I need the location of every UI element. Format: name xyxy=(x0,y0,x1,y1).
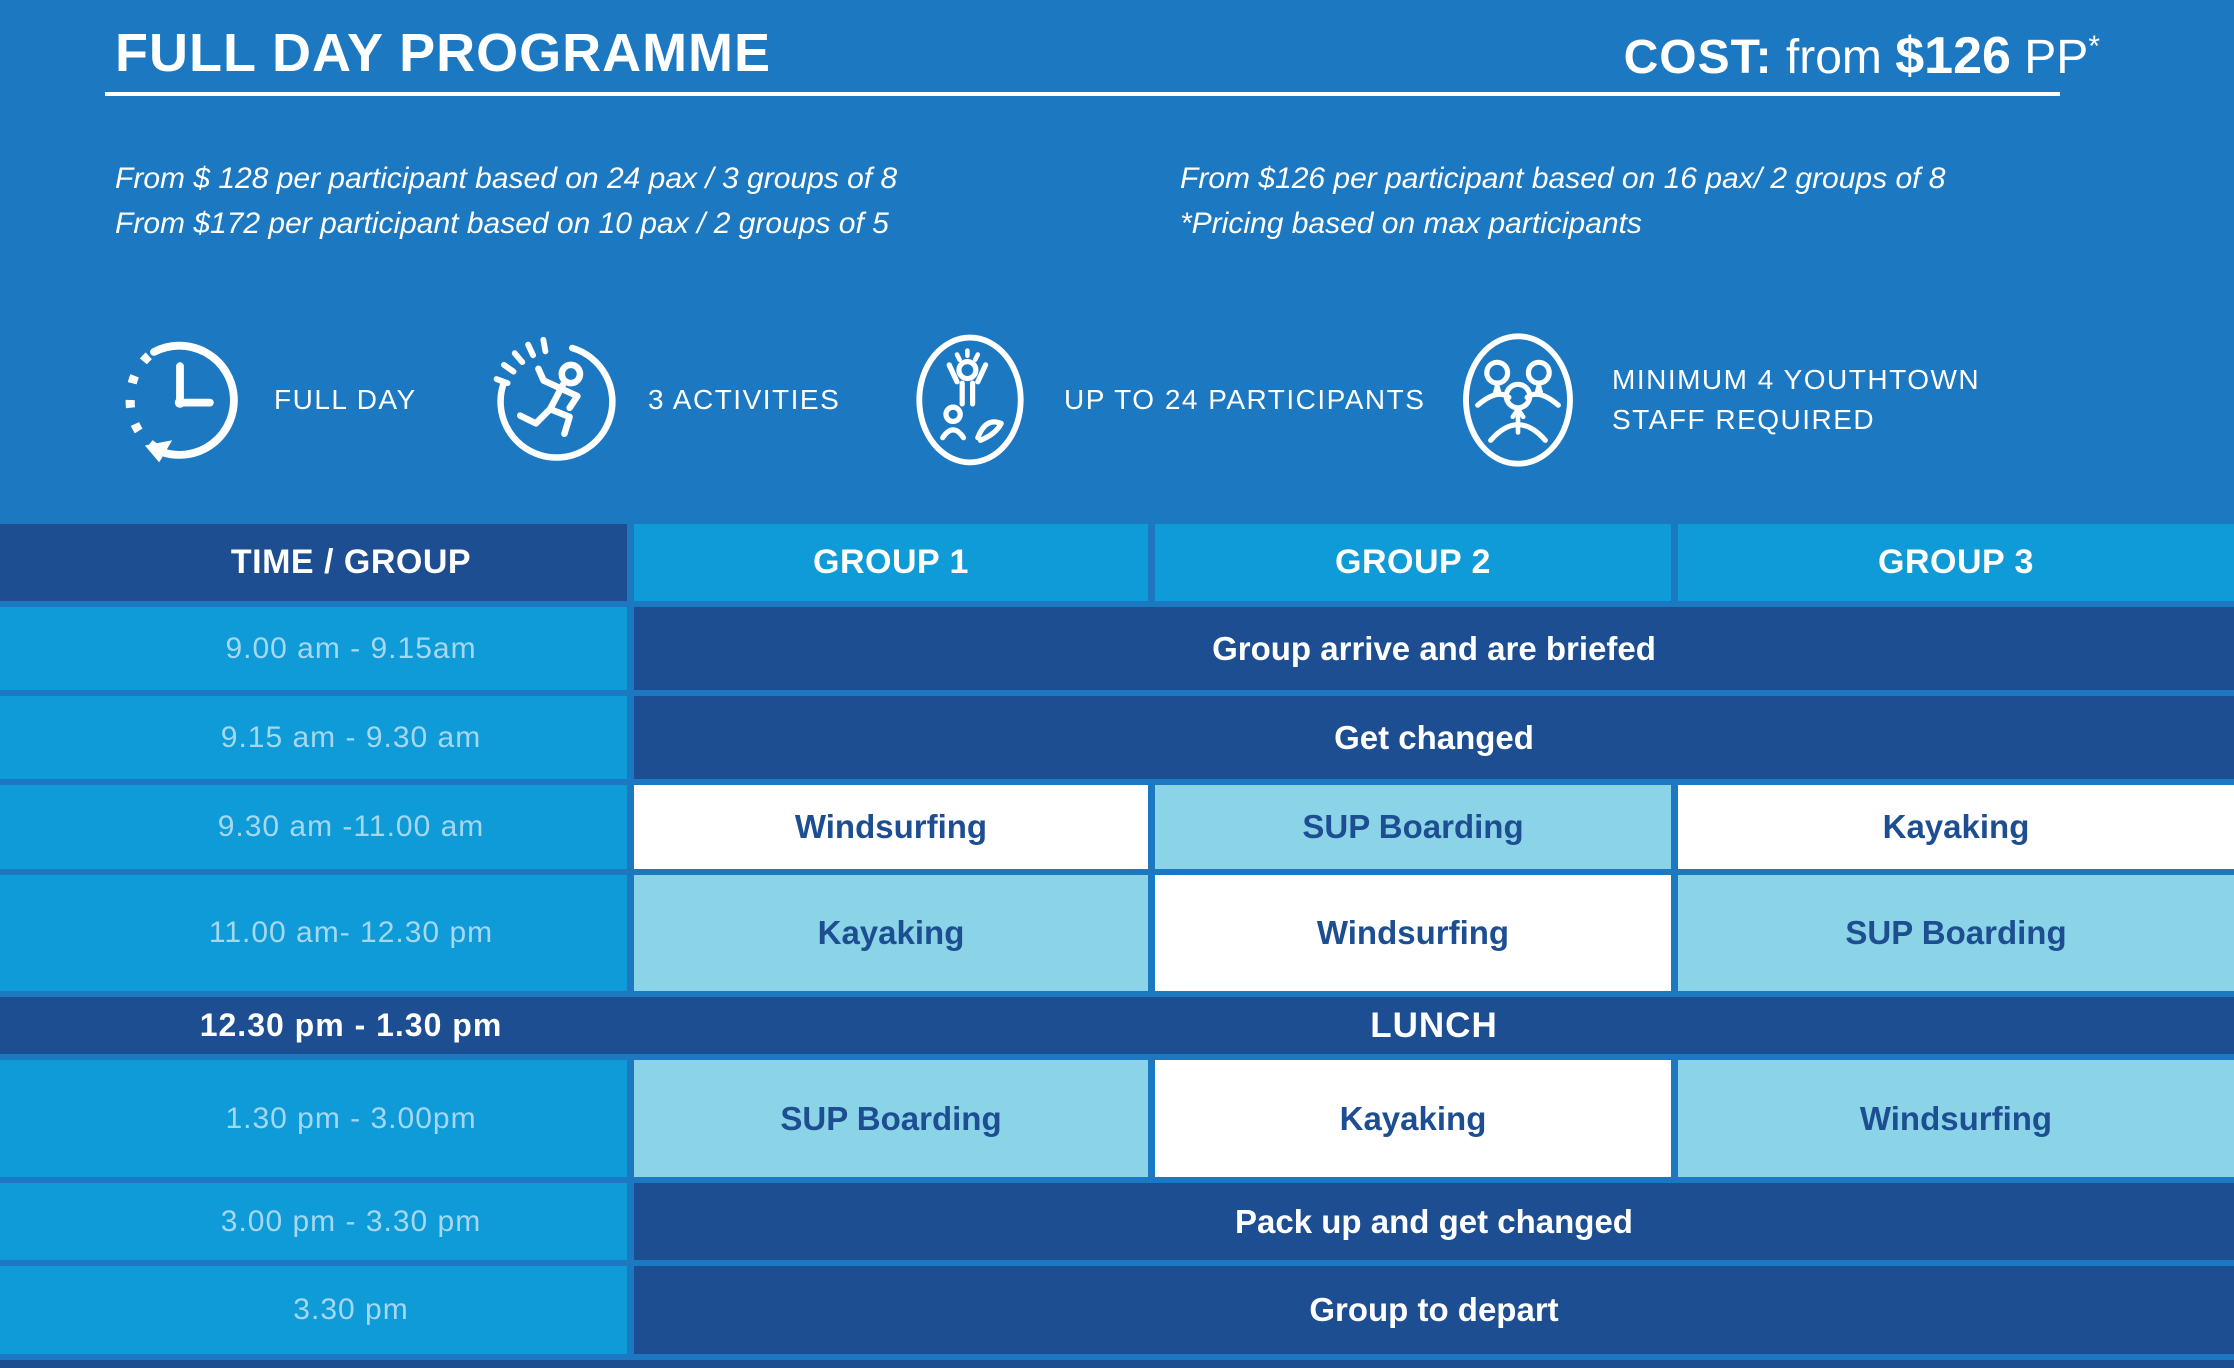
column-header-group-2: GROUP 2 xyxy=(1155,524,1671,601)
feature-participants: UP TO 24 PARTICIPANTS xyxy=(905,325,1425,475)
schedule-span-cell: Group arrive and are briefed xyxy=(634,607,2234,690)
cost-label: COST: xyxy=(1623,31,1773,84)
time-cell: 1.30 pm - 3.00pm xyxy=(0,1060,627,1177)
page-title: FULL DAY PROGRAMME xyxy=(115,23,772,83)
schedule-span-cell: Pack up and get changed xyxy=(634,1183,2234,1260)
time-cell: 9.15 am - 9.30 am xyxy=(0,696,627,779)
cost-price: $126 xyxy=(1895,27,2011,85)
schedule-span-cell: Group to depart xyxy=(634,1266,2234,1354)
activity-cell: Kayaking xyxy=(1678,785,2234,869)
lunch-label: LUNCH xyxy=(1370,1005,1498,1045)
time-cell: 9.30 am -11.00 am xyxy=(0,785,627,869)
pricing-notes-left: From $ 128 per participant based on 24 p… xyxy=(115,156,1125,246)
time-cell: 11.00 am- 12.30 pm xyxy=(0,875,627,991)
column-header-group-3: GROUP 3 xyxy=(1678,524,2234,601)
time-cell: 3.30 pm xyxy=(0,1266,627,1354)
lunch-row: 12.30 pm - 1.30 pm LUNCH xyxy=(0,997,2234,1054)
cost-unit: PP xyxy=(2010,31,2089,84)
pricing-note: From $172 per participant based on 10 pa… xyxy=(115,207,889,240)
activity-cell: Windsurfing xyxy=(1155,875,1671,991)
participants-icon xyxy=(916,334,1024,466)
pricing-note: *Pricing based on max participants xyxy=(1180,207,1642,240)
feature-label: MINIMUM 4 YOUTHTOWN STAFF REQUIRED xyxy=(1612,364,1981,435)
time-cell: 9.00 am - 9.15am xyxy=(0,607,627,690)
staff-icon xyxy=(1463,333,1573,467)
schedule-span-cell: Get changed xyxy=(634,696,2234,779)
feature-activities: 3 ACTIVITIES xyxy=(489,325,840,475)
header-underline xyxy=(105,92,2060,96)
activity-cell: SUP Boarding xyxy=(634,1060,1148,1177)
feature-full-day: FULL DAY xyxy=(115,325,417,475)
feature-label: FULL DAY xyxy=(274,384,417,415)
time-cell: 3.00 pm - 3.30 pm xyxy=(0,1183,627,1260)
bottom-strip xyxy=(0,1360,2234,1368)
activity-cell: SUP Boarding xyxy=(1678,875,2234,991)
runner-icon xyxy=(493,336,616,461)
activity-cell: Windsurfing xyxy=(1678,1060,2234,1177)
pricing-note: From $126 per participant based on 16 pa… xyxy=(1180,162,1946,195)
feature-label: UP TO 24 PARTICIPANTS xyxy=(1064,384,1426,415)
activity-cell: Kayaking xyxy=(634,875,1148,991)
column-header-group-1: GROUP 1 xyxy=(634,524,1148,601)
features-row: FULL DAY 3 ACTIVITIES xyxy=(0,325,2234,475)
time-cell: 12.30 pm - 1.30 pm xyxy=(199,1007,503,1043)
clock-icon xyxy=(125,341,238,463)
feature-label: 3 ACTIVITIES xyxy=(648,384,841,415)
cost-asterisk: * xyxy=(2088,30,2100,63)
activity-cell: Kayaking xyxy=(1155,1060,1671,1177)
pricing-notes-right: From $126 per participant based on 16 pa… xyxy=(1180,156,1945,246)
activity-cell: SUP Boarding xyxy=(1155,785,1671,869)
pricing-notes: From $ 128 per participant based on 24 p… xyxy=(115,156,1945,246)
column-header-time-group: TIME / GROUP xyxy=(0,524,627,601)
feature-staff: MINIMUM 4 YOUTHTOWN STAFF REQUIRED xyxy=(1453,325,2032,475)
schedule-table: TIME / GROUP GROUP 1 GROUP 2 GROUP 3 9.0… xyxy=(0,524,2234,1354)
cost-line: COST: from $126 PP* xyxy=(1624,30,2100,82)
pricing-note: From $ 128 per participant based on 24 p… xyxy=(115,162,898,195)
cost-from: from xyxy=(1772,31,1896,84)
activity-cell: Windsurfing xyxy=(634,785,1148,869)
